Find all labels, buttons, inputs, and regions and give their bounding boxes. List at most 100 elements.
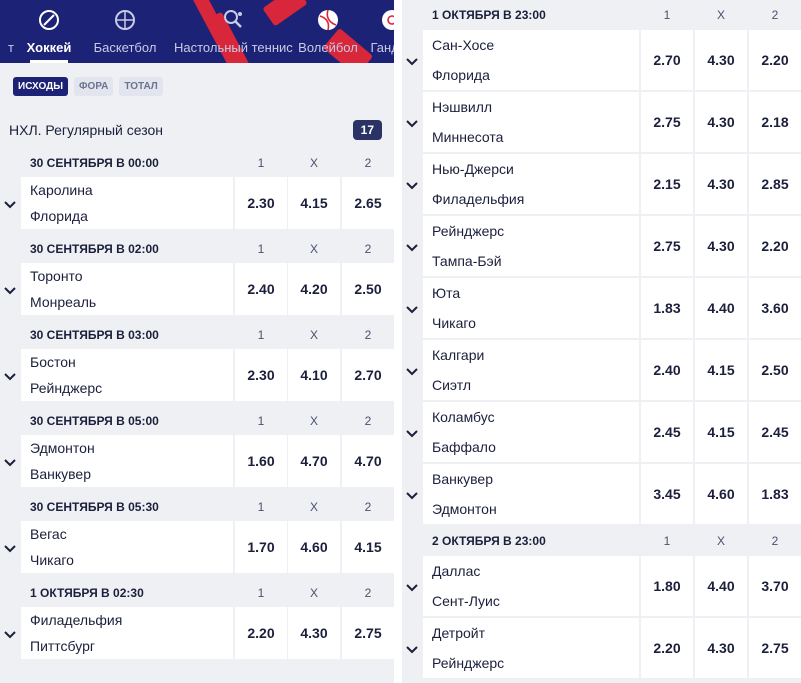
match-row[interactable]: Сан-Хосе Флорида 2.70 4.30 2.20 (402, 30, 801, 90)
odds-home-win[interactable]: 2.40 (641, 340, 693, 400)
match-teams[interactable]: Рейнджерс Тампа-Бэй (423, 216, 639, 276)
odds-draw[interactable]: 4.30 (695, 618, 747, 678)
match-row[interactable]: Торонто Монреаль 2.40 4.20 2.50 (0, 263, 394, 315)
odds-away-win[interactable]: 3.60 (749, 278, 801, 338)
odds-away-win[interactable]: 2.18 (749, 92, 801, 152)
match-row[interactable]: Рейнджерс Тампа-Бэй 2.75 4.30 2.20 (402, 216, 801, 276)
odds-draw[interactable]: 4.30 (695, 216, 747, 276)
match-teams[interactable]: Даллас Сент-Луис (423, 556, 639, 616)
match-teams[interactable]: Бостон Рейнджерс (21, 349, 233, 401)
match-row[interactable]: Эдмонтон Ванкувер 1.60 4.70 4.70 (0, 435, 394, 487)
match-teams[interactable]: Детройт Рейнджерс (423, 618, 639, 678)
chevron-down-icon[interactable] (4, 455, 16, 467)
match-row[interactable]: Филадельфия Питтсбург 2.20 4.30 2.75 (0, 607, 394, 659)
chevron-down-icon[interactable] (4, 369, 16, 381)
match-row[interactable]: Ванкувер Эдмонтон 3.45 4.60 1.83 (402, 464, 801, 524)
odds-away-win[interactable]: 2.75 (749, 618, 801, 678)
sport-tab-0[interactable]: т (0, 0, 22, 63)
odds-draw[interactable]: 4.10 (288, 349, 340, 401)
odds-home-win[interactable]: 2.45 (641, 402, 693, 462)
odds-home-win[interactable]: 1.80 (641, 556, 693, 616)
match-row[interactable]: Даллас Сент-Луис 1.80 4.40 3.70 (402, 556, 801, 616)
match-row[interactable]: Нэшвилл Миннесота 2.75 4.30 2.18 (402, 92, 801, 152)
match-teams[interactable]: Юта Чикаго (423, 278, 639, 338)
odds-away-win[interactable]: 2.85 (749, 154, 801, 214)
odds-away-win[interactable]: 2.70 (342, 349, 394, 401)
odds-home-win[interactable]: 2.70 (641, 30, 693, 90)
odds-away-win[interactable]: 4.70 (342, 435, 394, 487)
odds-draw[interactable]: 4.15 (288, 177, 340, 229)
odds-away-win[interactable]: 1.83 (749, 464, 801, 524)
odds-away-win[interactable]: 2.75 (342, 607, 394, 659)
odds-home-win[interactable]: 2.30 (235, 177, 287, 229)
odds-home-win[interactable]: 2.30 (235, 349, 287, 401)
match-row[interactable]: Юта Чикаго 1.83 4.40 3.60 (402, 278, 801, 338)
odds-draw[interactable]: 4.20 (288, 263, 340, 315)
sport-tab-3[interactable]: Настольный теннис (174, 0, 293, 63)
sport-tab-4[interactable]: Волейбол (292, 0, 364, 63)
match-row[interactable]: Бостон Рейнджерс 2.30 4.10 2.70 (0, 349, 394, 401)
odds-away-win[interactable]: 2.65 (342, 177, 394, 229)
odds-draw[interactable]: 4.70 (288, 435, 340, 487)
odds-draw[interactable]: 4.40 (695, 556, 747, 616)
odds-home-win[interactable]: 2.75 (641, 92, 693, 152)
match-row[interactable]: Вегас Чикаго 1.70 4.60 4.15 (0, 521, 394, 573)
match-teams[interactable]: Филадельфия Питтсбург (21, 607, 233, 659)
chevron-down-icon[interactable] (406, 642, 418, 654)
match-row[interactable]: Коламбус Баффало 2.45 4.15 2.45 (402, 402, 801, 462)
chevron-down-icon[interactable] (4, 627, 16, 639)
odds-draw[interactable]: 4.40 (695, 278, 747, 338)
odds-home-win[interactable]: 2.40 (235, 263, 287, 315)
match-teams[interactable]: Нью-Джерси Филадельфия (423, 154, 639, 214)
chevron-down-icon[interactable] (406, 580, 418, 592)
match-teams[interactable]: Сан-Хосе Флорида (423, 30, 639, 90)
match-teams[interactable]: Коламбус Баффало (423, 402, 639, 462)
odds-draw[interactable]: 4.30 (695, 154, 747, 214)
odds-draw[interactable]: 4.30 (695, 92, 747, 152)
chevron-down-icon[interactable] (4, 197, 16, 209)
odds-home-win[interactable]: 2.20 (641, 618, 693, 678)
odds-home-win[interactable]: 2.15 (641, 154, 693, 214)
odds-draw[interactable]: 4.60 (695, 464, 747, 524)
odds-draw[interactable]: 4.60 (288, 521, 340, 573)
odds-away-win[interactable]: 2.20 (749, 30, 801, 90)
filter-outcomes[interactable]: Исходы (13, 77, 68, 96)
odds-away-win[interactable]: 2.20 (749, 216, 801, 276)
match-teams[interactable]: Каролина Флорида (21, 177, 233, 229)
odds-away-win[interactable]: 2.50 (749, 340, 801, 400)
sport-tab-2[interactable]: Баскетбол (76, 0, 174, 63)
chevron-down-icon[interactable] (4, 541, 16, 553)
odds-home-win[interactable]: 2.20 (235, 607, 287, 659)
chevron-down-icon[interactable] (406, 116, 418, 128)
match-row[interactable]: Каролина Флорида 2.30 4.15 2.65 (0, 177, 394, 229)
match-teams[interactable]: Ванкувер Эдмонтон (423, 464, 639, 524)
match-teams[interactable]: Эдмонтон Ванкувер (21, 435, 233, 487)
odds-home-win[interactable]: 1.70 (235, 521, 287, 573)
odds-home-win[interactable]: 1.83 (641, 278, 693, 338)
odds-draw[interactable]: 4.30 (288, 607, 340, 659)
match-row[interactable]: Нью-Джерси Филадельфия 2.15 4.30 2.85 (402, 154, 801, 214)
odds-draw[interactable]: 4.15 (695, 402, 747, 462)
sport-tab-1[interactable]: Хоккей (22, 0, 76, 63)
odds-home-win[interactable]: 1.60 (235, 435, 287, 487)
odds-away-win[interactable]: 3.70 (749, 556, 801, 616)
odds-away-win[interactable]: 2.45 (749, 402, 801, 462)
match-row[interactable]: Калгари Сиэтл 2.40 4.15 2.50 (402, 340, 801, 400)
chevron-down-icon[interactable] (406, 240, 418, 252)
odds-away-win[interactable]: 2.50 (342, 263, 394, 315)
match-teams[interactable]: Вегас Чикаго (21, 521, 233, 573)
chevron-down-icon[interactable] (406, 364, 418, 376)
match-row[interactable]: Детройт Рейнджерс 2.20 4.30 2.75 (402, 618, 801, 678)
odds-draw[interactable]: 4.30 (695, 30, 747, 90)
odds-draw[interactable]: 4.15 (695, 340, 747, 400)
match-teams[interactable]: Торонто Монреаль (21, 263, 233, 315)
odds-home-win[interactable]: 2.75 (641, 216, 693, 276)
match-teams[interactable]: Калгари Сиэтл (423, 340, 639, 400)
chevron-down-icon[interactable] (406, 488, 418, 500)
chevron-down-icon[interactable] (4, 283, 16, 295)
sport-tab-5[interactable]: Гандбо (364, 0, 394, 63)
odds-away-win[interactable]: 4.15 (342, 521, 394, 573)
odds-home-win[interactable]: 3.45 (641, 464, 693, 524)
filter-handicap[interactable]: Фора (74, 77, 114, 96)
chevron-down-icon[interactable] (406, 302, 418, 314)
